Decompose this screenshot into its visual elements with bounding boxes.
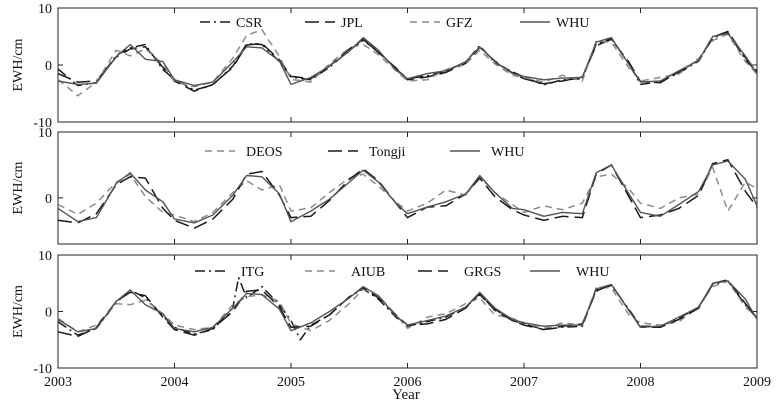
legend-label-itg: ITG bbox=[241, 265, 264, 280]
legend-label-whu: WHU bbox=[576, 265, 609, 280]
panel-2: 10 0 EWH/cm DEOS Tongji WHU bbox=[11, 126, 758, 245]
legend: DEOS Tongji WHU bbox=[205, 145, 524, 160]
panels-layer: 10 0 -10 EWH/cm CSR JPL GFZ WHU 10 0 EWH/cm DEOS Ton… bbox=[11, 2, 758, 377]
plot-frame bbox=[57, 7, 758, 123]
series-line-tongji bbox=[57, 158, 758, 229]
series-line-whu bbox=[57, 32, 758, 87]
y-tick-label: 10 bbox=[38, 2, 52, 17]
legend-label-grgs: GRGS bbox=[464, 265, 501, 280]
y-tick-label: 10 bbox=[38, 249, 52, 264]
x-tick-label: 2004 bbox=[161, 375, 189, 390]
x-axis-label: Year bbox=[392, 387, 420, 403]
legend-label-whu: WHU bbox=[556, 16, 589, 31]
y-tick-label: 0 bbox=[45, 59, 52, 74]
series-line-whu bbox=[57, 280, 758, 333]
x-tick-label: 2006 bbox=[394, 375, 422, 390]
x-tick-label: 2008 bbox=[627, 375, 655, 390]
plot-frame bbox=[57, 131, 758, 245]
legend-label-aiub: AIUB bbox=[351, 265, 385, 280]
x-tick-label: 2005 bbox=[277, 375, 305, 390]
y-tick-label: 0 bbox=[45, 306, 52, 321]
y-axis-label: EWH/cm bbox=[11, 285, 26, 338]
x-tick-label: 2007 bbox=[510, 375, 538, 390]
y-tick-label: -10 bbox=[33, 362, 52, 377]
series-line-deos bbox=[57, 166, 758, 223]
legend-label-gfz: GFZ bbox=[446, 16, 472, 31]
legend-label-csr: CSR bbox=[236, 16, 263, 31]
x-tick-label: 2003 bbox=[44, 375, 72, 390]
y-tick-label: 0 bbox=[45, 192, 52, 207]
y-tick-label: 10 bbox=[38, 126, 52, 141]
series-line-gfz bbox=[57, 28, 758, 97]
y-tick-label: -10 bbox=[33, 116, 52, 131]
x-tick-label: 2009 bbox=[743, 375, 771, 390]
panel-3: 10 0 -10 EWH/cm ITG AIUB GRGS WHU bbox=[11, 249, 758, 377]
legend: ITG AIUB GRGS WHU bbox=[195, 265, 609, 280]
panel-1: 10 0 -10 EWH/cm CSR JPL GFZ WHU bbox=[11, 2, 758, 131]
legend-label-tongji: Tongji bbox=[369, 145, 405, 160]
legend-label-jpl: JPL bbox=[341, 16, 363, 31]
y-axis-label: EWH/cm bbox=[11, 161, 26, 214]
series-line-aiub bbox=[57, 280, 758, 333]
x-axis: Year 2003 2004 2005 2006 2007 2008 2009 bbox=[44, 375, 771, 403]
legend: CSR JPL GFZ WHU bbox=[200, 16, 589, 31]
y-axis-label: EWH/cm bbox=[11, 38, 26, 91]
series-line-whu bbox=[57, 160, 758, 224]
series-line-itg bbox=[57, 276, 758, 341]
plot-frame bbox=[57, 254, 758, 369]
legend-label-whu: WHU bbox=[491, 145, 524, 160]
legend-label-deos: DEOS bbox=[246, 145, 283, 160]
